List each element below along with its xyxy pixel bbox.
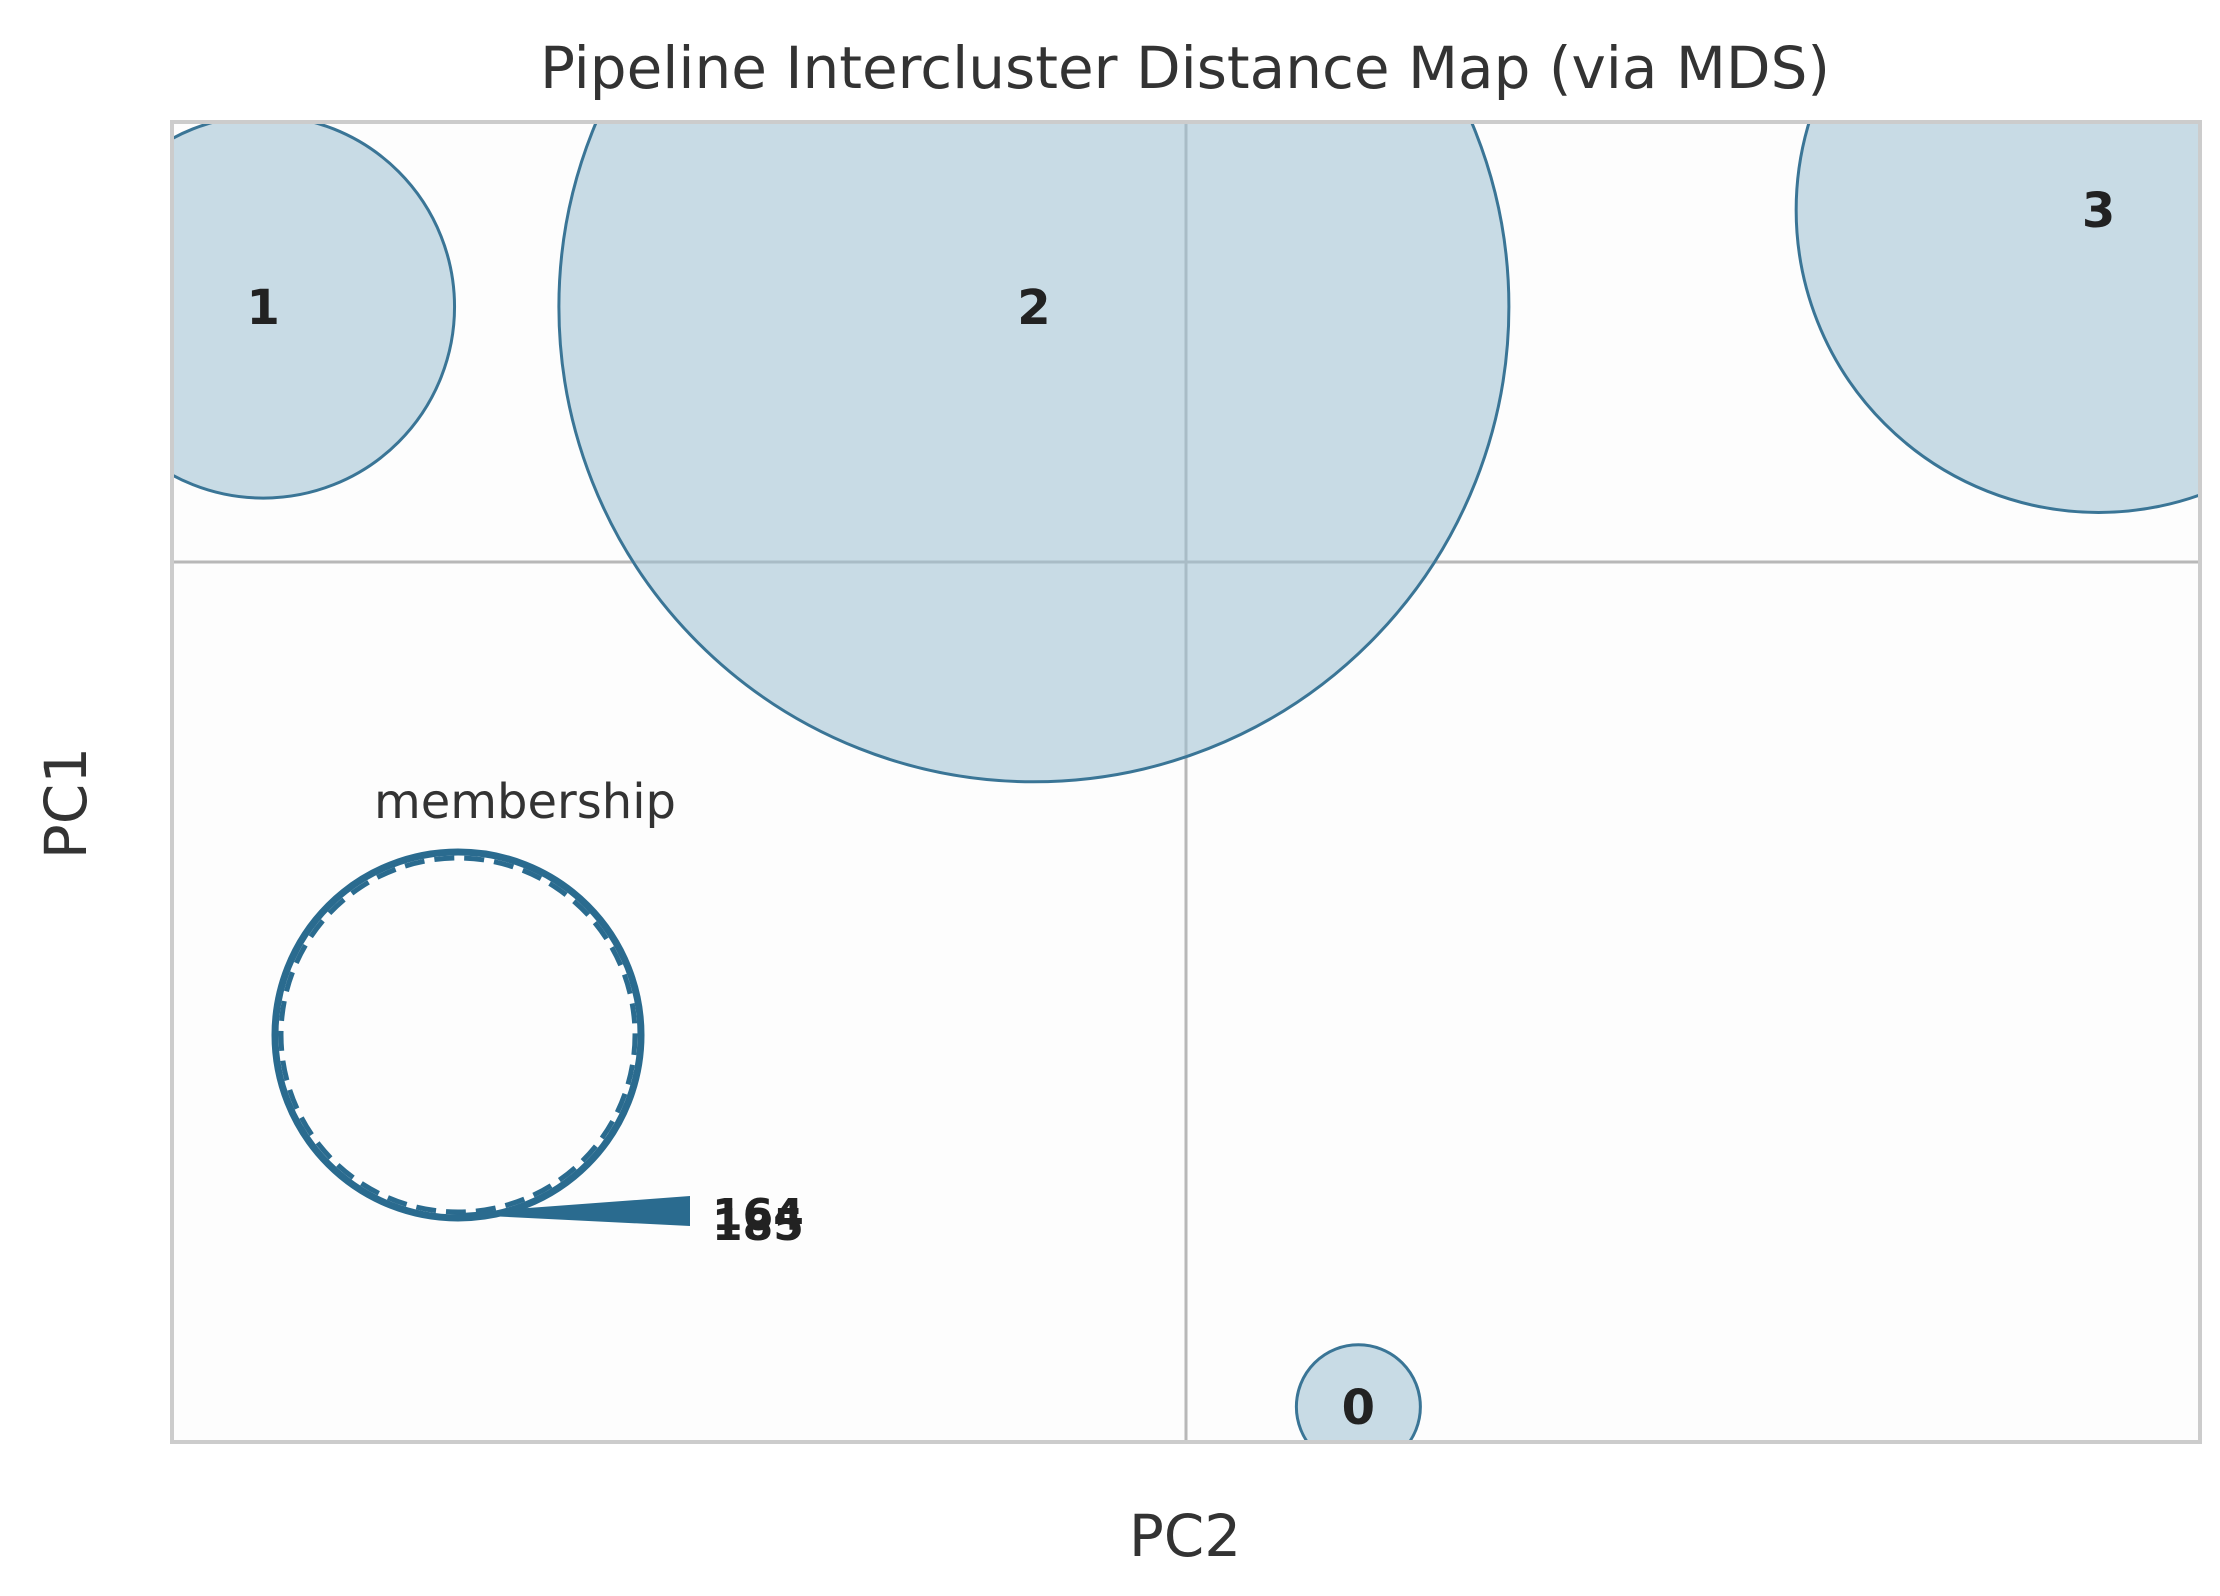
- x-axis-label: PC2: [1129, 1502, 1241, 1570]
- cluster-3-label: 3: [2082, 183, 2115, 239]
- cluster-1-bubble: [172, 122, 456, 500]
- legend-value-164: 164: [712, 1190, 804, 1241]
- legend-size-circle-dashed: [278, 855, 638, 1215]
- legend-leader-wedge: [448, 1196, 690, 1226]
- cluster-1-label: 1: [247, 280, 280, 336]
- cluster-2-label: 2: [1017, 280, 1050, 336]
- legend-size-circle: [271, 848, 645, 1222]
- chart-title: Pipeline Intercluster Distance Map (via …: [540, 34, 1830, 102]
- cluster-3-bubble: [1794, 122, 2200, 514]
- cluster-2-bubble: [557, 122, 1511, 784]
- cluster-0-label: 0: [1342, 1380, 1375, 1436]
- legend-value-185: 185: [712, 1200, 804, 1251]
- cluster-0-bubble: [1294, 1343, 1422, 1442]
- y-axis-label: PC1: [32, 747, 100, 859]
- plot-frame: [170, 120, 2202, 1444]
- cluster-bubbles: [172, 122, 2200, 1442]
- legend-title: membership: [374, 774, 676, 830]
